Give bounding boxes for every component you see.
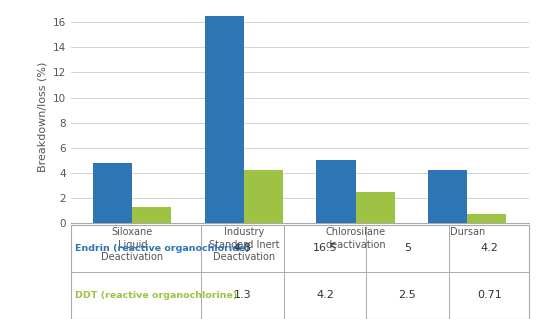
Bar [428,170,467,223]
Text: 2.5: 2.5 [398,291,416,300]
Text: 4.2: 4.2 [316,291,334,300]
Bar [132,207,171,223]
Bar [205,16,244,223]
Text: 4.2: 4.2 [481,243,499,253]
Text: DDT (reactive organochlorine): DDT (reactive organochlorine) [75,291,238,300]
Y-axis label: Breakdown/loss (%): Breakdown/loss (%) [37,61,47,172]
Bar [467,214,506,223]
Text: Endrin (reactive organochloride): Endrin (reactive organochloride) [75,244,250,253]
Bar [93,163,132,223]
Text: 1.3: 1.3 [234,291,251,300]
Bar [355,192,395,223]
Text: 0.71: 0.71 [477,291,502,300]
Bar [244,170,283,223]
Text: 5: 5 [404,243,411,253]
Text: 4.8: 4.8 [234,243,251,253]
Text: 16.5: 16.5 [313,243,337,253]
Bar [317,160,355,223]
